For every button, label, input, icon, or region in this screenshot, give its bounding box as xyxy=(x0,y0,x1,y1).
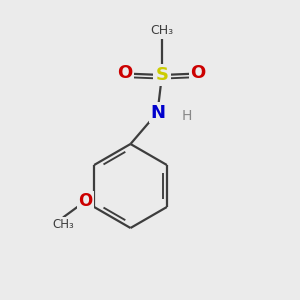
Text: H: H xyxy=(182,109,192,122)
Text: O: O xyxy=(117,64,132,82)
Text: O: O xyxy=(190,64,206,82)
Text: N: N xyxy=(150,103,165,122)
Text: S: S xyxy=(155,66,169,84)
Text: CH₃: CH₃ xyxy=(52,218,74,230)
Text: O: O xyxy=(78,192,93,210)
Text: CH₃: CH₃ xyxy=(150,25,174,38)
